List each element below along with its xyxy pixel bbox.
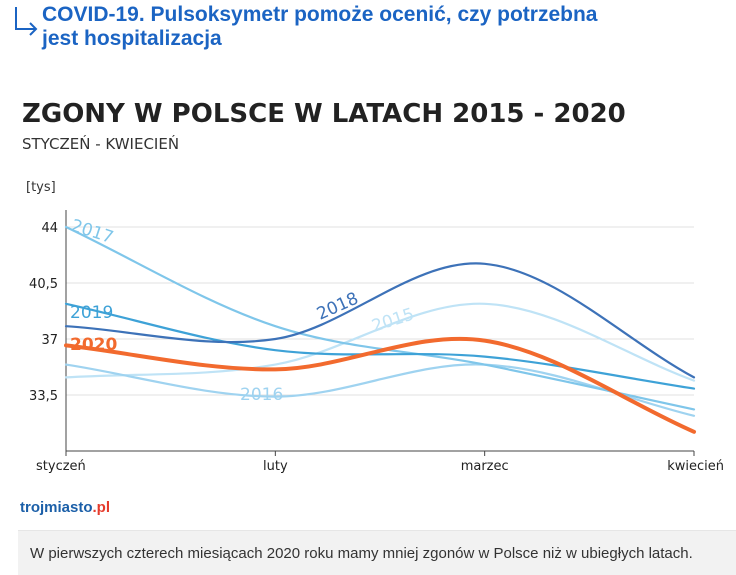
series-label-2018: 2018 bbox=[314, 289, 362, 325]
y-axis-unit: [tys] bbox=[26, 180, 56, 195]
x-tick-label: luty bbox=[263, 459, 288, 474]
series-line-2018 bbox=[64, 262, 696, 379]
series-labels: 2017 2019 2020 2018 2015 2016 bbox=[68, 216, 416, 405]
article-title-line1: COVID-19. Pulsoksymetr pomoże ocenić, cz… bbox=[42, 3, 598, 26]
x-tick-label: styczeń bbox=[36, 459, 86, 474]
related-article-link[interactable]: COVID-19. Pulsoksymetr pomoże ocenić, cz… bbox=[10, 3, 730, 51]
series-line-2017 bbox=[64, 225, 696, 411]
series-line-2020 bbox=[64, 336, 696, 434]
series-label-2015: 2015 bbox=[369, 304, 416, 336]
series-line-2019 bbox=[64, 302, 696, 390]
chart-title: ZGONY W POLSCE W LATACH 2015 - 2020 bbox=[22, 99, 626, 129]
trojmiasto-logo: trojmiasto.pl bbox=[20, 499, 110, 516]
article-title[interactable]: COVID-19. Pulsoksymetr pomoże ocenić, cz… bbox=[42, 3, 598, 51]
x-tick-label: kwiecień bbox=[667, 459, 724, 474]
series-line-2015 bbox=[64, 302, 696, 382]
series-label-2017: 2017 bbox=[68, 216, 115, 248]
chart-subtitle: STYCZEŃ - KWIECIEŃ bbox=[22, 134, 179, 153]
y-tick-label: 33,5 bbox=[29, 389, 58, 404]
series-label-2020: 2020 bbox=[70, 335, 117, 355]
caption-text: W pierwszych czterech miesiącach 2020 ro… bbox=[30, 545, 693, 562]
return-arrow-icon bbox=[15, 7, 38, 36]
deaths-line-chart: ZGONY W POLSCE W LATACH 2015 - 2020 STYC… bbox=[20, 99, 724, 516]
logo-domain: trojmiasto bbox=[20, 499, 93, 516]
x-tick-labels: styczeń luty marzec kwiecień bbox=[36, 451, 724, 474]
x-tick-label: marzec bbox=[461, 459, 509, 474]
series-line-2016 bbox=[64, 363, 696, 417]
y-tick-label: 37 bbox=[41, 333, 58, 348]
article-title-line2: jest hospitalizacja bbox=[42, 27, 222, 50]
y-tick-label: 44 bbox=[41, 221, 58, 236]
logo-tld: .pl bbox=[93, 499, 111, 516]
y-tick-label: 40,5 bbox=[29, 277, 58, 292]
svg-text:trojmiasto.pl: trojmiasto.pl bbox=[20, 499, 110, 516]
image-caption: W pierwszych czterech miesiącach 2020 ro… bbox=[18, 530, 736, 575]
y-tick-labels: 44 40,5 37 33,5 bbox=[29, 221, 58, 404]
series-label-2016: 2016 bbox=[240, 385, 283, 405]
series-label-2019: 2019 bbox=[70, 303, 113, 323]
series-lines bbox=[64, 225, 696, 434]
